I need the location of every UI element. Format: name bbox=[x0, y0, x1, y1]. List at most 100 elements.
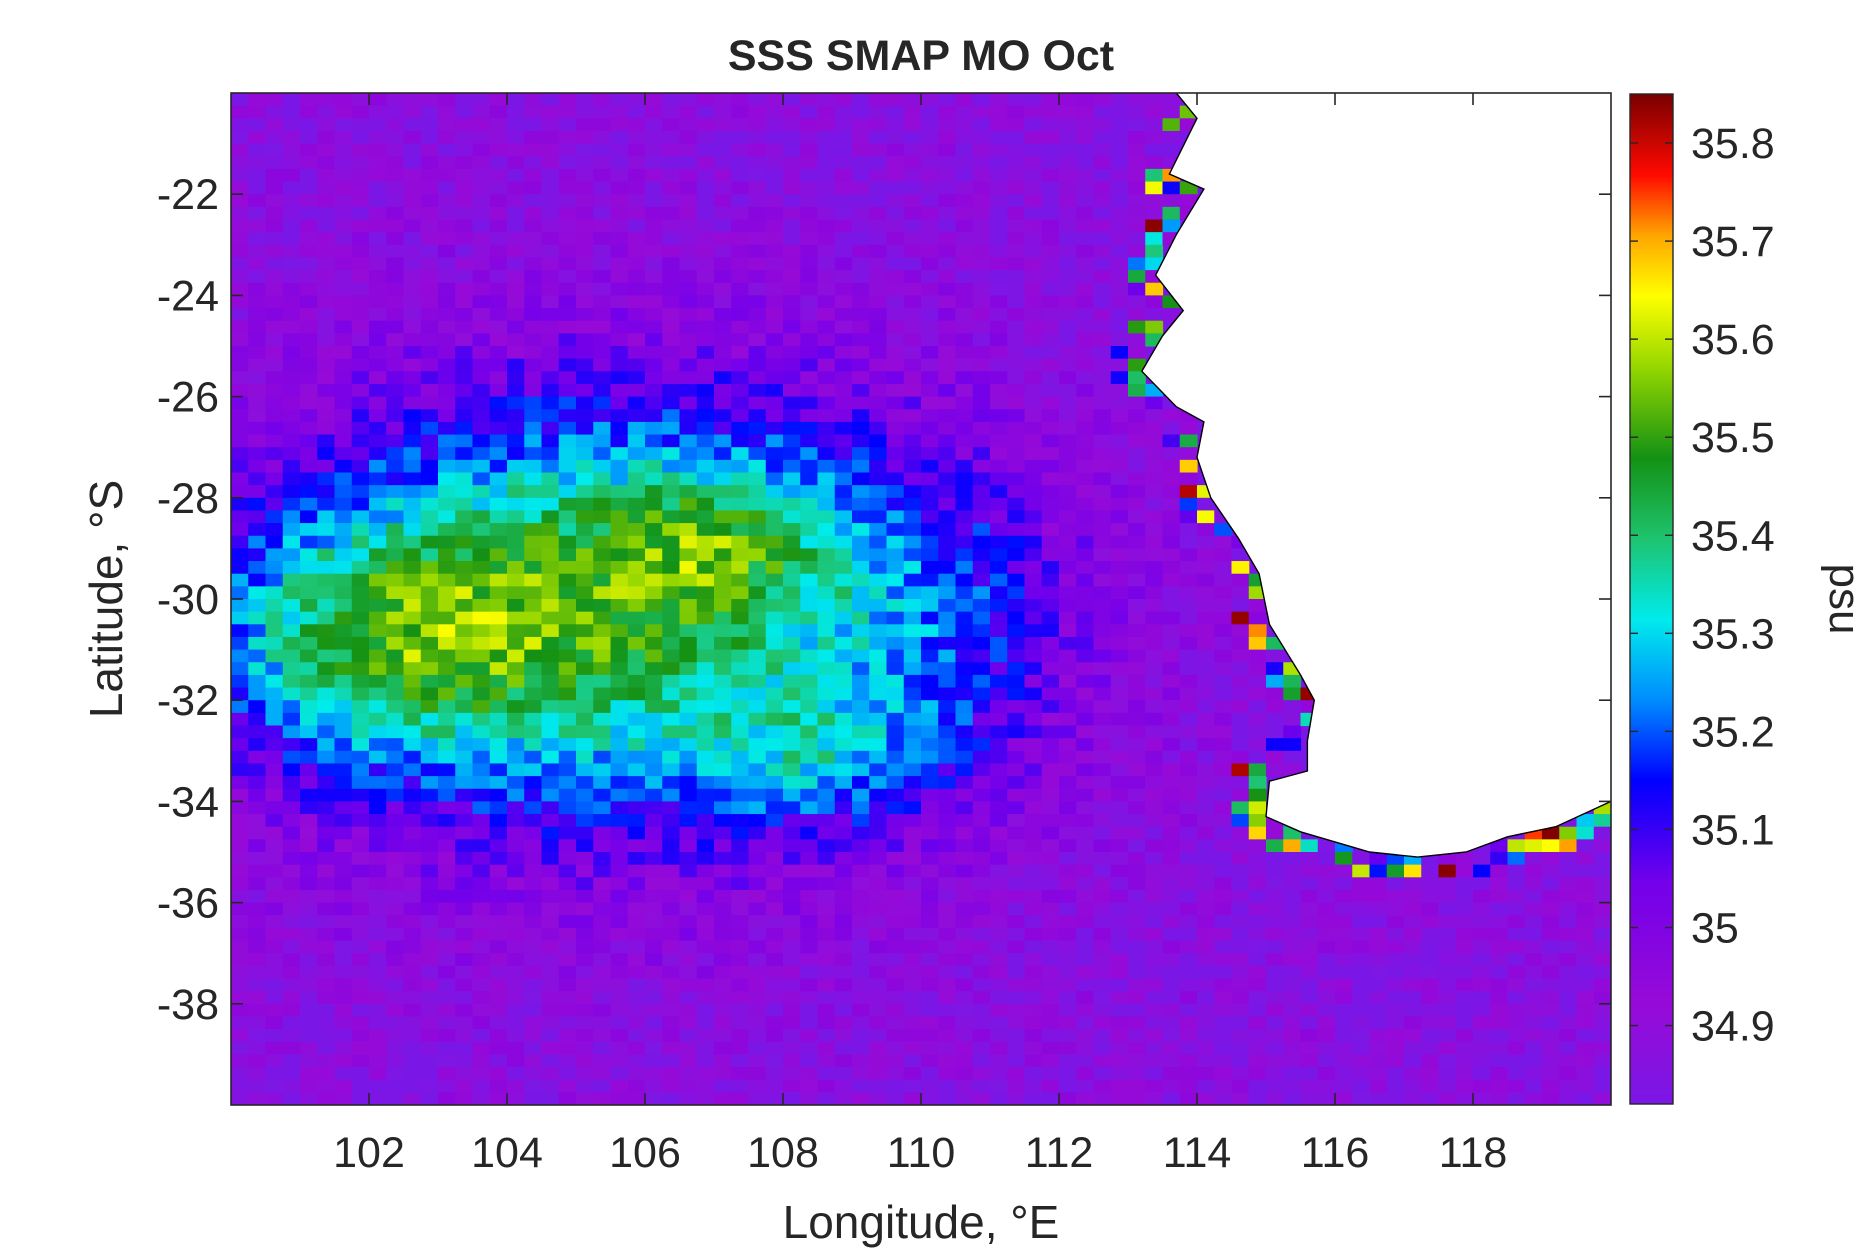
salinity-cell bbox=[420, 523, 439, 537]
salinity-cell bbox=[886, 750, 905, 765]
salinity-cell bbox=[817, 181, 836, 195]
salinity-cell bbox=[1162, 611, 1181, 625]
salinity-cell bbox=[696, 864, 715, 878]
salinity-cell bbox=[1110, 358, 1129, 372]
salinity-cell bbox=[903, 839, 922, 853]
salinity-cell bbox=[852, 915, 870, 929]
salinity-cell bbox=[420, 801, 439, 815]
salinity-cell bbox=[1404, 1054, 1422, 1068]
salinity-cell bbox=[1248, 1054, 1267, 1068]
salinity-cell bbox=[265, 232, 284, 246]
salinity-cell bbox=[1162, 978, 1181, 992]
salinity-cell bbox=[1369, 1041, 1388, 1055]
salinity-cell bbox=[265, 257, 284, 271]
salinity-cell bbox=[610, 181, 629, 195]
salinity-cell bbox=[1110, 472, 1129, 486]
salinity-cell bbox=[886, 1041, 905, 1055]
salinity-cell bbox=[472, 599, 491, 613]
salinity-cell bbox=[662, 232, 681, 246]
salinity-cell bbox=[334, 168, 353, 183]
salinity-cell bbox=[886, 586, 905, 600]
salinity-cell bbox=[1162, 1092, 1181, 1105]
salinity-cell bbox=[1197, 978, 1215, 992]
salinity-cell bbox=[1162, 852, 1181, 866]
salinity-cell bbox=[938, 206, 957, 221]
salinity-cell bbox=[455, 472, 474, 486]
salinity-cell bbox=[1231, 725, 1250, 739]
salinity-cell bbox=[869, 219, 888, 233]
salinity-cell bbox=[334, 687, 353, 701]
salinity-cell bbox=[731, 763, 750, 777]
salinity-cell bbox=[300, 219, 318, 233]
salinity-cell bbox=[817, 599, 836, 613]
salinity-cell bbox=[248, 611, 267, 625]
salinity-cell bbox=[576, 586, 594, 600]
salinity-cell bbox=[765, 649, 784, 663]
salinity-cell bbox=[800, 244, 819, 259]
salinity-cell bbox=[438, 232, 456, 246]
salinity-cell bbox=[455, 763, 474, 777]
salinity-cell bbox=[1041, 510, 1060, 524]
salinity-cell bbox=[852, 295, 870, 309]
salinity-cell bbox=[938, 472, 957, 486]
salinity-cell bbox=[489, 168, 508, 183]
salinity-cell bbox=[1352, 852, 1371, 866]
salinity-cell bbox=[248, 915, 267, 929]
salinity-cell bbox=[800, 308, 819, 322]
salinity-cell bbox=[731, 915, 750, 929]
salinity-cell bbox=[472, 953, 491, 967]
salinity-cell bbox=[1059, 776, 1077, 790]
salinity-cell bbox=[541, 599, 560, 613]
salinity-cell bbox=[610, 130, 629, 145]
salinity-cell bbox=[834, 700, 853, 714]
salinity-cell bbox=[938, 168, 957, 183]
salinity-cell bbox=[472, 561, 491, 575]
salinity-cell bbox=[334, 497, 353, 512]
salinity-cell bbox=[1093, 649, 1112, 663]
salinity-cell bbox=[300, 358, 318, 372]
salinity-cell bbox=[903, 130, 922, 145]
salinity-cell bbox=[334, 93, 353, 107]
salinity-cell bbox=[869, 573, 888, 587]
salinity-cell bbox=[955, 295, 974, 309]
salinity-cell bbox=[248, 1041, 267, 1055]
salinity-cell bbox=[627, 181, 646, 195]
salinity-cell bbox=[1024, 915, 1043, 929]
salinity-cell bbox=[300, 991, 318, 1005]
salinity-cell bbox=[679, 763, 698, 777]
salinity-cell bbox=[731, 902, 750, 916]
salinity-cell bbox=[679, 219, 698, 233]
salinity-cell bbox=[610, 750, 629, 765]
salinity-cell bbox=[489, 535, 508, 549]
salinity-cell bbox=[541, 687, 560, 701]
salinity-cell bbox=[489, 257, 508, 271]
salinity-cell bbox=[955, 662, 974, 676]
salinity-cell bbox=[231, 206, 249, 221]
salinity-cell bbox=[438, 1016, 456, 1030]
salinity-cell bbox=[403, 358, 422, 372]
salinity-cell bbox=[1007, 852, 1026, 866]
salinity-cell bbox=[921, 1041, 939, 1055]
salinity-cell bbox=[472, 826, 491, 840]
salinity-cell bbox=[886, 725, 905, 739]
salinity-cell bbox=[645, 586, 663, 600]
salinity-cell bbox=[558, 1067, 577, 1081]
salinity-cell bbox=[645, 447, 663, 461]
salinity-cell bbox=[955, 889, 974, 904]
salinity-cell bbox=[265, 586, 284, 600]
salinity-cell bbox=[852, 409, 870, 423]
salinity-cell bbox=[645, 320, 663, 334]
salinity-cell bbox=[1455, 852, 1474, 866]
salinity-cell bbox=[317, 599, 336, 613]
salinity-cell bbox=[576, 535, 594, 549]
salinity-cell bbox=[334, 1092, 353, 1105]
salinity-cell bbox=[955, 510, 974, 524]
salinity-cell bbox=[696, 168, 715, 183]
salinity-cell bbox=[1041, 1079, 1060, 1093]
salinity-cell bbox=[455, 1029, 474, 1043]
salinity-cell bbox=[610, 662, 629, 676]
salinity-cell bbox=[593, 535, 612, 549]
salinity-cell bbox=[1007, 421, 1026, 436]
salinity-cell bbox=[610, 826, 629, 840]
salinity-cell bbox=[1317, 927, 1336, 942]
